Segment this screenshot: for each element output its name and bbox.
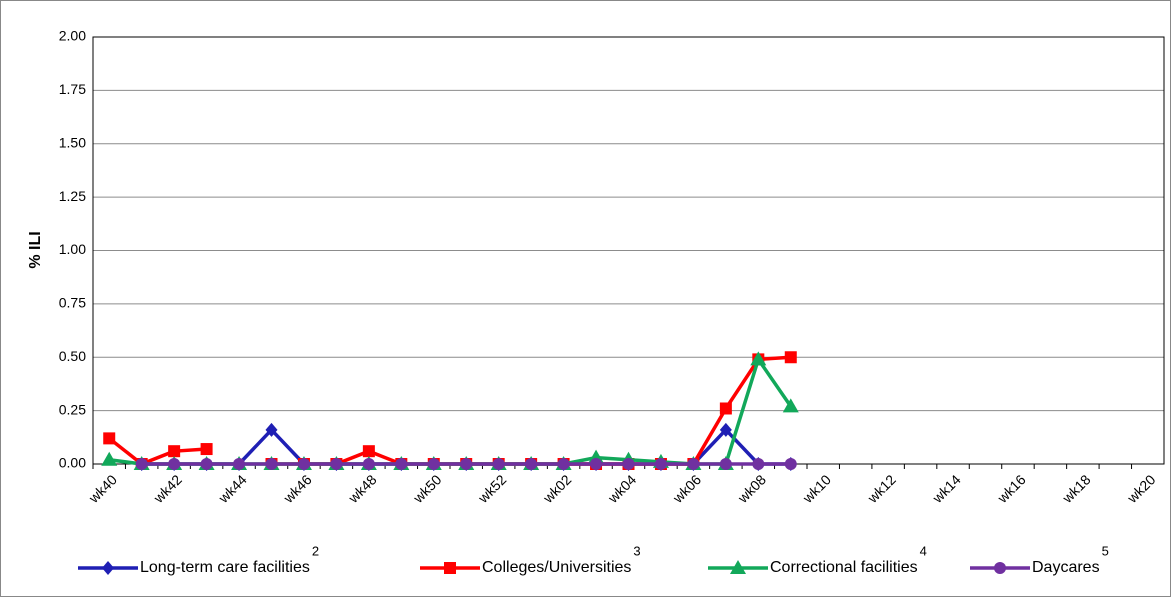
marker [265, 422, 278, 437]
marker [427, 458, 440, 470]
legend-superscript: 4 [920, 543, 927, 558]
legend-marker [730, 560, 746, 574]
marker [590, 458, 603, 470]
legend-label: Long-term care facilities [140, 559, 310, 576]
marker [719, 422, 732, 437]
marker [460, 458, 473, 470]
marker [330, 458, 343, 470]
legend-label: Daycares [1032, 559, 1100, 576]
marker [168, 458, 181, 470]
marker [622, 458, 635, 470]
marker [101, 451, 118, 466]
legend-marker [102, 561, 114, 575]
marker [719, 458, 732, 470]
legend-superscript: 2 [312, 543, 319, 558]
legend-marker [994, 562, 1006, 574]
marker [750, 351, 767, 366]
y-tick-label: 0.75 [59, 295, 86, 311]
marker [233, 458, 246, 470]
y-tick-label: 0.00 [59, 455, 86, 471]
legend-label: Colleges/Universities [482, 559, 631, 576]
marker [782, 398, 799, 413]
marker [168, 445, 181, 458]
marker [525, 458, 538, 470]
marker [654, 458, 667, 470]
marker [200, 443, 213, 456]
marker [752, 458, 765, 470]
y-tick-label: 0.50 [59, 348, 86, 364]
marker [784, 351, 797, 364]
y-axis-title: % ILI [27, 231, 44, 268]
marker [362, 458, 375, 470]
y-tick-label: 0.25 [59, 401, 86, 417]
marker [200, 458, 213, 470]
marker [719, 402, 732, 415]
marker [103, 432, 116, 445]
y-tick-label: 2.00 [59, 28, 86, 44]
marker [784, 458, 797, 470]
marker [687, 458, 700, 470]
marker [492, 458, 505, 470]
y-tick-label: 1.75 [59, 81, 86, 97]
marker [265, 458, 278, 470]
y-tick-label: 1.00 [59, 241, 86, 257]
series [135, 458, 797, 470]
y-tick-label: 1.50 [59, 134, 86, 150]
y-tick-label: 1.25 [59, 188, 86, 204]
legend-label: Correctional facilities [770, 559, 918, 576]
legend-superscript: 3 [633, 543, 640, 558]
marker [297, 458, 310, 470]
marker [362, 445, 375, 458]
marker [135, 458, 148, 470]
marker [557, 458, 570, 470]
marker [395, 458, 408, 470]
legend-marker [444, 562, 456, 574]
legend-superscript: 5 [1102, 543, 1109, 558]
